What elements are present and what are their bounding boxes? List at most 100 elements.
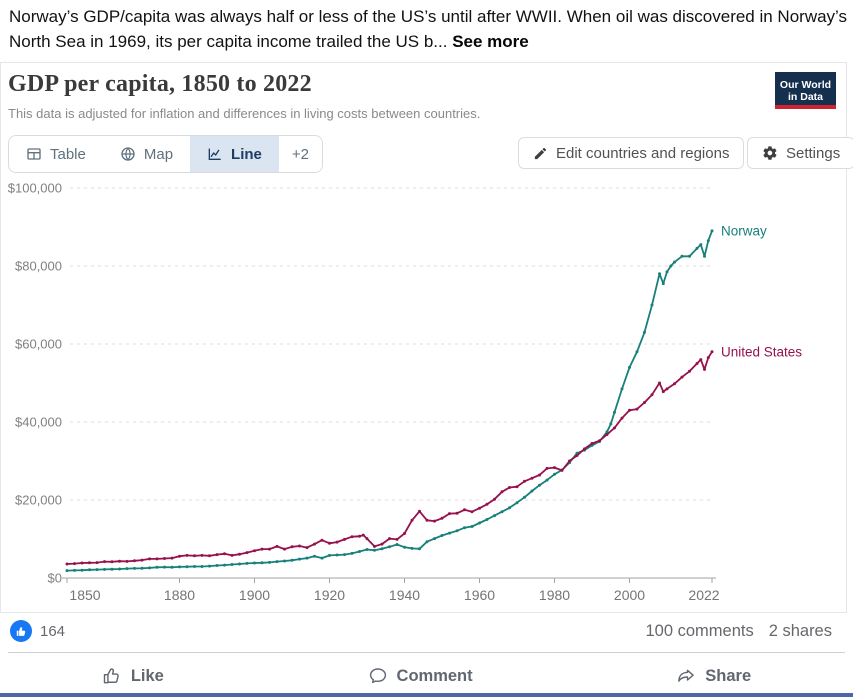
norway-series-label: Norway (721, 223, 767, 238)
norway-point (463, 526, 466, 530)
united-states-point (661, 390, 665, 394)
united-states-point (605, 433, 609, 436)
norway-point (373, 548, 376, 552)
norway-point (433, 537, 436, 541)
norway-point (613, 410, 616, 414)
reaction-count[interactable]: 164 (40, 623, 66, 640)
united-states-point (620, 416, 624, 420)
norway-point (118, 567, 121, 571)
united-states-point (635, 407, 639, 411)
x-tick-label: 1920 (314, 587, 345, 603)
united-states-point (103, 560, 106, 564)
united-states-point (118, 559, 121, 563)
united-states-point (170, 556, 174, 560)
united-states-point (133, 559, 136, 563)
norway-point (680, 254, 684, 258)
united-states-point (403, 532, 406, 535)
comment-icon (369, 668, 386, 684)
norway-point (508, 506, 511, 510)
norway-point (628, 365, 631, 369)
united-states-point (365, 537, 369, 541)
norway-point (493, 514, 496, 518)
norway-point (178, 565, 181, 569)
norway-point (238, 562, 241, 566)
tab-more[interactable]: +2 (279, 136, 322, 172)
norway-point (215, 564, 219, 567)
united-states-point (703, 367, 706, 371)
united-states-point (583, 447, 586, 451)
norway-point (170, 565, 174, 569)
united-states-point (658, 381, 661, 385)
x-tick-label: 2000 (614, 587, 645, 603)
like-badge[interactable] (10, 620, 32, 642)
united-states-point (560, 468, 564, 472)
like-button[interactable]: Like (92, 662, 174, 690)
norway-point (305, 556, 309, 560)
norway-point (350, 551, 354, 555)
united-states-point (275, 544, 279, 548)
norway-point (538, 483, 541, 487)
united-states-point (361, 533, 365, 537)
united-states-point (433, 519, 436, 523)
norway-point (283, 559, 286, 563)
norway-point (635, 350, 639, 354)
united-states-point (673, 382, 676, 386)
norway-point (699, 243, 703, 247)
engagement-counts: 100 comments 2 shares (645, 622, 832, 641)
settings-button[interactable]: Settings (747, 137, 853, 169)
united-states-point (335, 540, 339, 544)
norway-point (706, 239, 710, 243)
comment-button-label: Comment (396, 666, 473, 685)
norway-line (66, 230, 713, 572)
norway-point (358, 550, 361, 553)
norway-point (403, 545, 406, 549)
united-states-point (388, 537, 391, 541)
norway-point (335, 553, 339, 557)
tab-table-label: Table (50, 145, 86, 163)
norway-point (200, 565, 204, 568)
tab-table[interactable]: Table (9, 136, 103, 172)
tab-line-label: Line (231, 145, 262, 163)
norway-point (515, 501, 519, 505)
united-states-point (418, 509, 421, 513)
united-states-point (463, 508, 466, 512)
norway-point (290, 558, 294, 562)
united-states-point (358, 534, 361, 538)
see-more-link[interactable]: See more (452, 32, 529, 51)
tab-line[interactable]: Line (190, 136, 279, 172)
tab-map[interactable]: Map (103, 136, 190, 172)
comments-count[interactable]: 100 comments (645, 622, 754, 640)
share-button-label: Share (705, 666, 752, 685)
united-states-point (208, 554, 211, 558)
norway-point (140, 566, 144, 570)
shares-count[interactable]: 2 shares (768, 622, 832, 640)
united-states-point (290, 545, 294, 549)
united-states-point (545, 466, 549, 470)
norway-point (313, 554, 316, 558)
y-tick-label: $0 (48, 571, 62, 586)
share-icon (678, 669, 695, 682)
post-text: Norway’s GDP/capita was always half or l… (9, 4, 849, 54)
united-states-point (395, 537, 399, 541)
united-states-point (410, 518, 414, 522)
norway-point (425, 540, 429, 544)
united-states-point (268, 547, 271, 551)
norway-point (440, 534, 444, 537)
edit-countries-button[interactable]: Edit countries and regions (518, 137, 745, 169)
line-chart-icon (208, 148, 221, 160)
united-states-point (598, 439, 601, 443)
united-states-point (575, 454, 579, 457)
x-tick-label: 1880 (164, 587, 195, 603)
united-states-point (485, 502, 489, 506)
x-tick-label: 1960 (464, 587, 495, 603)
share-button[interactable]: Share (666, 662, 761, 690)
united-states-point (710, 350, 714, 354)
comment-button[interactable]: Comment (358, 662, 483, 690)
owid-logo-accent (775, 105, 836, 109)
owid-logo-line1: Our World (779, 78, 832, 91)
y-tick-label: $20,000 (15, 493, 62, 508)
norway-point (133, 566, 136, 570)
thumbs-up-filled-icon (16, 626, 25, 636)
norway-point (103, 567, 106, 571)
